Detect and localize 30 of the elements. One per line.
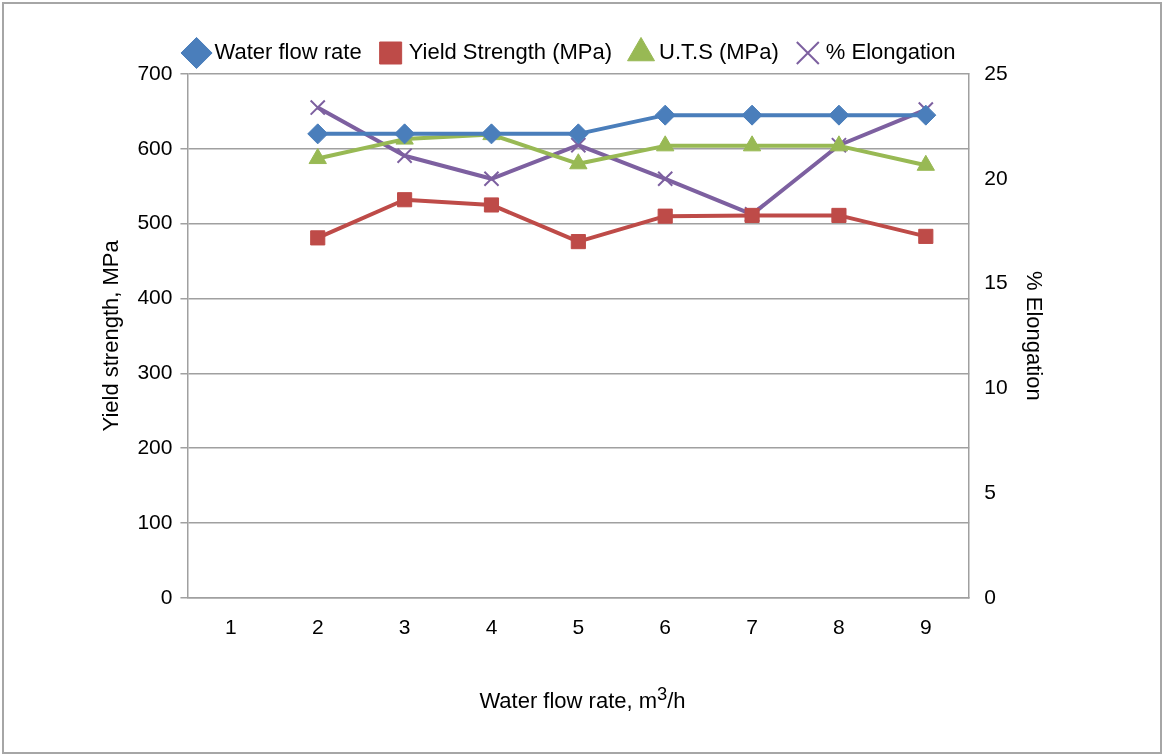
x-tick-label: 4 xyxy=(485,615,498,639)
legend-label: Yield Strength (MPa) xyxy=(408,39,613,65)
x-tick-label: 1 xyxy=(225,615,237,639)
x-tick-label: 8 xyxy=(833,615,845,639)
legend-label: % Elongation xyxy=(825,39,956,65)
x-tick-label: 7 xyxy=(746,615,758,639)
y-tick-label: 300 xyxy=(137,360,173,384)
x-axis-title: Water flow rate, m$^{3}$/h xyxy=(478,683,687,715)
y2-tick-label: 5 xyxy=(984,479,996,503)
y-tick-label: 100 xyxy=(137,509,173,533)
y-tick-label: 400 xyxy=(137,285,173,309)
x-tick-label: 5 xyxy=(572,615,585,639)
y-tick-label: 700 xyxy=(137,60,173,84)
y2-tick-label: 0 xyxy=(984,584,996,608)
y-tick-label: 500 xyxy=(137,210,173,234)
x-tick-label: 2 xyxy=(311,615,324,639)
y2-tick-label: 25 xyxy=(984,60,1008,84)
x-tick-label: 6 xyxy=(659,615,672,639)
y-tick-label: 600 xyxy=(137,135,173,159)
y-tick-label: 0 xyxy=(160,584,173,608)
x-tick-label: 9 xyxy=(919,615,932,639)
y2-tick-label: 10 xyxy=(984,375,1008,399)
y2-tick-label: 15 xyxy=(984,270,1008,294)
y2-axis-title: % Elongation xyxy=(1021,271,1047,401)
y-tick-label: 200 xyxy=(137,434,173,458)
y-axis-title: Yield strength, MPa xyxy=(98,239,124,432)
legend-label: Water flow rate xyxy=(214,39,362,65)
x-tick-label: 3 xyxy=(398,615,411,639)
y2-tick-label: 20 xyxy=(984,165,1008,189)
legend-label: U.T.S (MPa) xyxy=(659,39,779,65)
